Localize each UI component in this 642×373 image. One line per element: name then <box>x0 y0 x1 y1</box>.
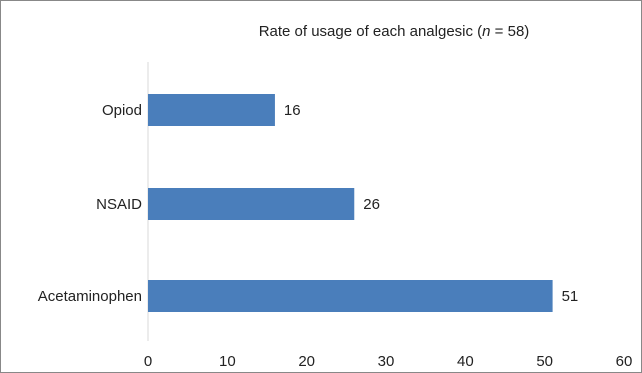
chart-title-n: n <box>482 23 490 40</box>
x-tick-label-60: 60 <box>616 353 633 370</box>
category-label-acetaminophen: Acetaminophen <box>38 288 142 305</box>
chart-title-prefix: Rate of usage of each analgesic ( <box>259 23 482 40</box>
x-tick-label-10: 10 <box>219 353 236 370</box>
x-tick-label-0: 0 <box>144 353 152 370</box>
category-label-nsaid: NSAID <box>96 196 142 213</box>
x-tick-label-30: 30 <box>378 353 395 370</box>
bar-nsaid <box>148 188 355 220</box>
data-label-opiod: 16 <box>284 102 301 119</box>
bar-opiod <box>148 94 275 126</box>
bar-acetaminophen <box>148 280 553 312</box>
x-tick-label-40: 40 <box>457 353 474 370</box>
x-tick-label-20: 20 <box>298 353 315 370</box>
data-label-nsaid: 26 <box>363 196 380 213</box>
data-label-acetaminophen: 51 <box>562 288 579 305</box>
plot-area: Opiod 16 NSAID 26 Acetaminophen 51 0 10 20 30 40 50… <box>38 62 633 370</box>
category-label-opiod: Opiod <box>102 102 142 119</box>
chart-title-suffix: = 58) <box>491 23 530 40</box>
x-tick-label-50: 50 <box>536 353 553 370</box>
chart-title: Rate of usage of each analgesic (n = 58) <box>259 23 530 40</box>
